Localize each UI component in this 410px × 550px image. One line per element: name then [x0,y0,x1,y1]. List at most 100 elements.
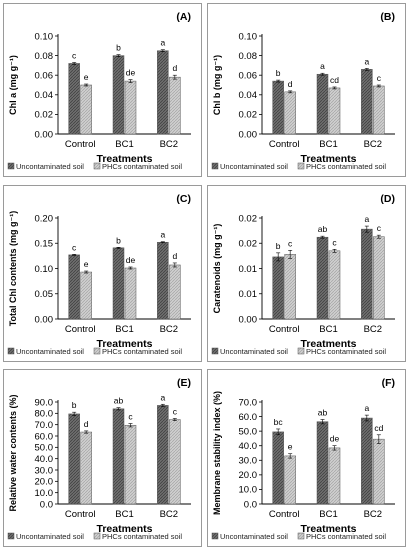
significance-letter: d [288,79,293,89]
y-axis-label: Caratenoids (mg g⁻¹) [212,224,222,314]
chart-panel-e: (E) 0.0 10.0 20.0 30.0 40.0 50.0 60.0 70.0 80.0 90… [3,369,202,547]
y-tick-label: 0.04 [35,90,54,101]
x-axis-label: Treatments [300,153,356,165]
significance-letter: a [160,392,165,402]
bar-contaminated [124,424,137,505]
bar-contaminated [169,264,181,320]
bar-uncontaminated [361,228,373,320]
bar-contaminated [284,455,296,505]
bar-contaminated [124,267,137,320]
x-tick-label: BC1 [115,139,133,150]
legend-swatch-contaminated [297,532,305,540]
bar-contaminated [124,80,137,135]
chart-panel-b: (B) 0.00 0.02 0.04 0.06 0.08 0.10 Chl b (mg g⁻¹… [207,3,406,177]
y-tick-label: 0.10 [35,264,54,275]
y-tick-label: 0.00 [35,129,54,140]
significance-letter: a [160,38,165,48]
panel-label: (A) [176,11,191,23]
y-tick-label: 50.0 [35,443,54,454]
y-tick-label: 0.02 [35,110,54,121]
y-tick-label: 70.0 [35,420,54,431]
x-axis-label: Treatments [96,338,152,350]
bar-contaminated [284,254,296,320]
bar-uncontaminated [316,73,329,135]
legend-swatch-uncontaminated [211,532,219,540]
y-tick-label: 0.20 [35,213,54,224]
x-tick-label: BC1 [319,509,337,520]
y-tick-label: 0.01 [239,264,258,275]
bar-uncontaminated [316,236,329,320]
chart-panel-f: (F) 0.0 10.0 20.0 30.0 40.0 50.0 60.0 70.0 Membra… [207,369,406,547]
y-tick-label: 0.0 [244,499,257,510]
panel-label: (E) [177,377,191,389]
significance-letter: a [364,56,369,66]
y-tick-label: 60.0 [35,431,54,442]
x-axis-label: Treatments [300,338,356,350]
chart-svg: (B) 0.00 0.02 0.04 0.06 0.08 0.10 Chl b (mg g⁻¹… [211,11,395,171]
significance-letter: ab [318,224,328,234]
y-tick-label: 60.0 [239,412,258,423]
significance-letter: a [364,214,369,224]
panel-label: (F) [382,377,395,389]
bar-uncontaminated [316,421,329,505]
significance-letter: c [72,50,77,60]
legend-swatch-uncontaminated [7,532,15,540]
legend-swatch-contaminated [297,162,305,170]
significance-letter: de [126,68,136,78]
chart-svg: (F) 0.0 10.0 20.0 30.0 40.0 50.0 60.0 70.0 Membra… [211,377,395,541]
y-tick-label: 0.08 [239,51,258,62]
legend-label-uncontaminated: Uncontaminated soil [16,162,84,171]
legend-label-contaminated: PHCs contaminated soil [102,347,182,356]
significance-letter: a [160,230,165,240]
y-tick-label: 40.0 [239,441,258,452]
significance-letter: cd [374,423,383,433]
significance-letter: c [173,406,178,416]
significance-letter: c [377,223,382,233]
x-tick-label: Control [269,509,300,520]
y-tick-label: 0.02 [239,239,258,250]
y-tick-label: 0.00 [239,314,258,325]
y-tick-label: 20.0 [35,477,54,488]
bar-uncontaminated [157,241,169,320]
x-tick-label: BC1 [115,324,133,335]
x-tick-label: Control [269,324,300,335]
y-tick-label: 0.06 [239,71,258,82]
legend-label-contaminated: PHCs contaminated soil [306,162,386,171]
x-tick-label: BC1 [115,509,133,520]
bar-uncontaminated [112,408,125,505]
bar-contaminated [169,76,181,135]
y-tick-label: 0.02 [239,213,258,224]
legend-label-uncontaminated: Uncontaminated soil [220,532,288,541]
x-tick-label: Control [65,509,96,520]
significance-letter: a [320,61,325,71]
chart-svg: (C) 0.00 0.05 0.10 0.15 0.20 Total Chl content… [7,193,191,356]
legend-label-uncontaminated: Uncontaminated soil [220,347,288,356]
chart-panel-a: (A) 0.00 0.02 0.04 0.06 0.08 0.10 Chl a (mg g⁻¹… [3,3,202,177]
chart-svg: (D) 0.00 0.01 0.01 0.02 0.02 Caratenoids (mg g… [211,193,395,356]
bar-contaminated [80,84,92,135]
significance-letter: cd [330,75,339,85]
y-axis-label: Relative water contents (%) [8,394,18,511]
chart-svg: (A) 0.00 0.02 0.04 0.06 0.08 0.10 Chl a (mg g⁻¹… [7,11,191,171]
y-tick-label: 10.0 [35,488,54,499]
significance-letter: b [116,235,121,245]
y-tick-label: 0.05 [35,289,54,300]
x-axis-label: Treatments [96,523,152,535]
chart-panel-c: (C) 0.00 0.05 0.10 0.15 0.20 Total Chl content… [3,185,202,362]
x-tick-label: BC2 [364,509,382,520]
bar-contaminated [80,271,92,320]
significance-letter: e [84,72,89,82]
y-tick-label: 0.15 [35,239,54,250]
bar-uncontaminated [157,50,169,135]
legend-label-uncontaminated: Uncontaminated soil [220,162,288,171]
y-tick-label: 0.10 [35,31,54,42]
bar-uncontaminated [68,254,80,320]
x-tick-label: BC2 [364,139,382,150]
x-tick-label: BC2 [160,139,178,150]
legend-label-uncontaminated: Uncontaminated soil [16,532,84,541]
chart-panel-d: (D) 0.00 0.01 0.01 0.02 0.02 Caratenoids (mg g… [207,185,406,362]
legend-label-contaminated: PHCs contaminated soil [306,347,386,356]
y-tick-label: 0.06 [35,71,54,82]
legend-label-contaminated: PHCs contaminated soil [102,162,182,171]
bar-contaminated [328,87,341,135]
